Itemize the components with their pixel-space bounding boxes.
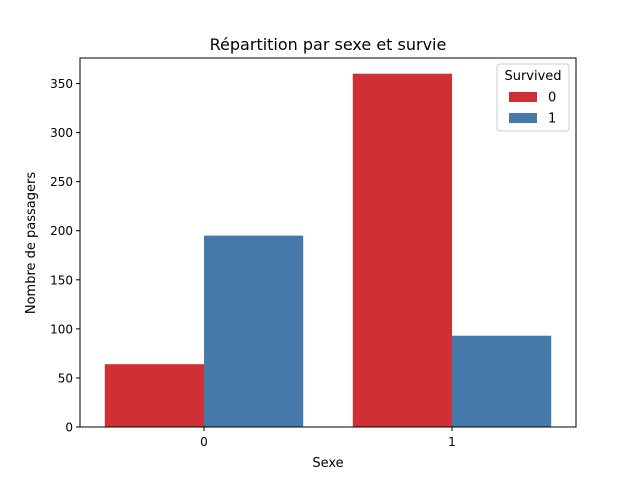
y-tick-label: 250 [50,175,73,189]
y-axis-label: Nombre de passagers [24,172,39,314]
x-tick-label: 1 [448,435,456,449]
bar-cat-1-survived-1 [452,335,552,427]
bar-cat-0-survived-1 [204,235,304,427]
bar-cat-0-survived-0 [104,364,204,427]
x-tick-label: 0 [200,435,208,449]
y-tick-label: 150 [50,273,73,287]
chart-title: Répartition par sexe et survie [210,35,447,54]
x-axis-label: Sexe [312,456,343,471]
y-tick-label: 350 [50,77,73,91]
legend: Survived 01 [496,63,570,132]
legend-label-1: 1 [548,112,556,127]
y-tick-label: 100 [50,322,73,336]
y-tick-label: 0 [65,421,73,435]
legend-swatch-0 [509,92,537,102]
axes-frame [79,57,577,428]
legend-title: Survived [504,69,561,84]
bar-cat-1-survived-0 [352,73,452,427]
y-tick-label: 50 [58,371,73,385]
legend-swatch-1 [509,113,537,123]
legend-entries: 01 [509,91,556,127]
y-tick-label: 200 [50,224,73,238]
y-tick-label: 300 [50,126,73,140]
legend-label-0: 0 [548,91,556,106]
